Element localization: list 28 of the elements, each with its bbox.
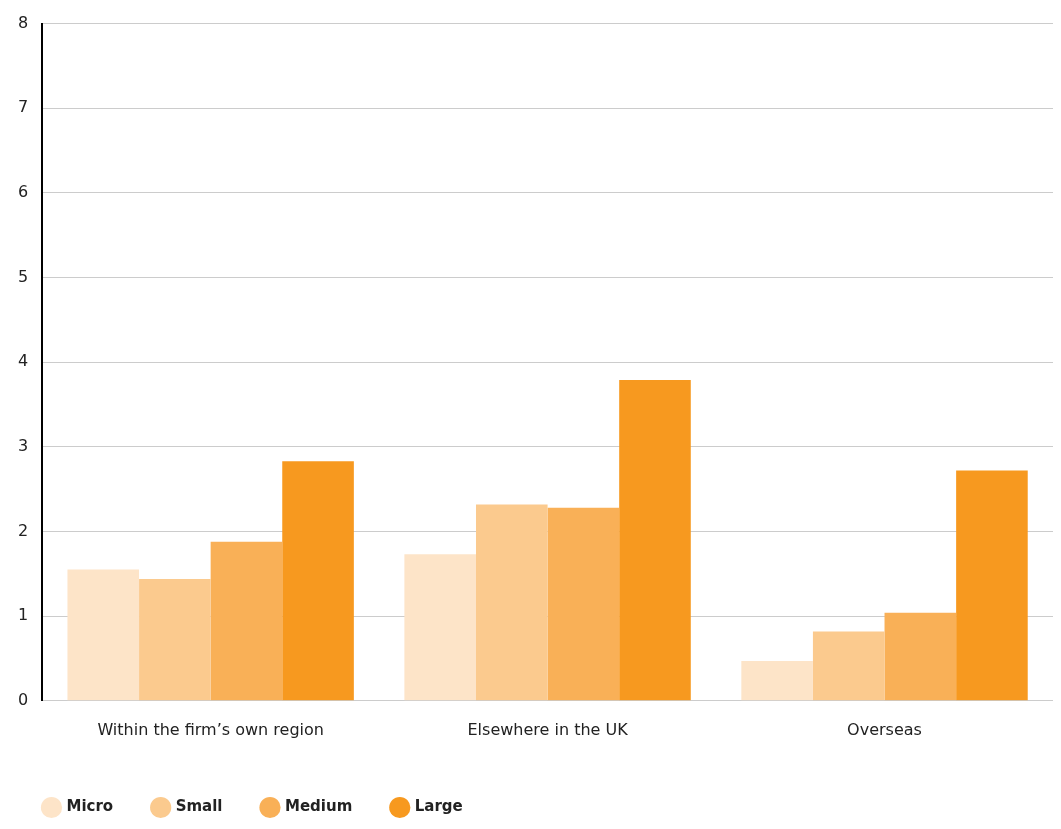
bar (741, 661, 813, 701)
bar (812, 631, 885, 701)
bar (282, 461, 354, 701)
y-tick-label: 0 (17, 689, 29, 709)
y-tick-label: 4 (17, 351, 29, 371)
bar (139, 578, 211, 701)
y-tick-label: 5 (17, 266, 29, 286)
y-tick-label: 1 (17, 605, 29, 625)
x-tick-label: Overseas (847, 719, 922, 739)
legend-label: Small (175, 797, 223, 816)
legend-label: Micro (66, 797, 114, 816)
y-tick-label: 3 (17, 436, 29, 456)
bar (956, 470, 1028, 701)
y-tick-label: 8 (17, 12, 29, 32)
bar (547, 507, 620, 701)
y-tick-label: 2 (17, 520, 29, 540)
legend-label: Large (414, 797, 463, 816)
bar (404, 554, 476, 701)
bar (884, 612, 957, 701)
bar (67, 569, 140, 701)
bar (475, 504, 548, 701)
bar (210, 541, 283, 701)
y-tick-label: 7 (17, 97, 29, 117)
legend-label: Medium (285, 797, 353, 816)
x-tick-label: Within the firm’s own region (97, 719, 324, 739)
x-tick-label: Elsewhere in the UK (467, 719, 629, 739)
y-tick-label: 6 (17, 182, 29, 202)
bar (619, 379, 691, 701)
